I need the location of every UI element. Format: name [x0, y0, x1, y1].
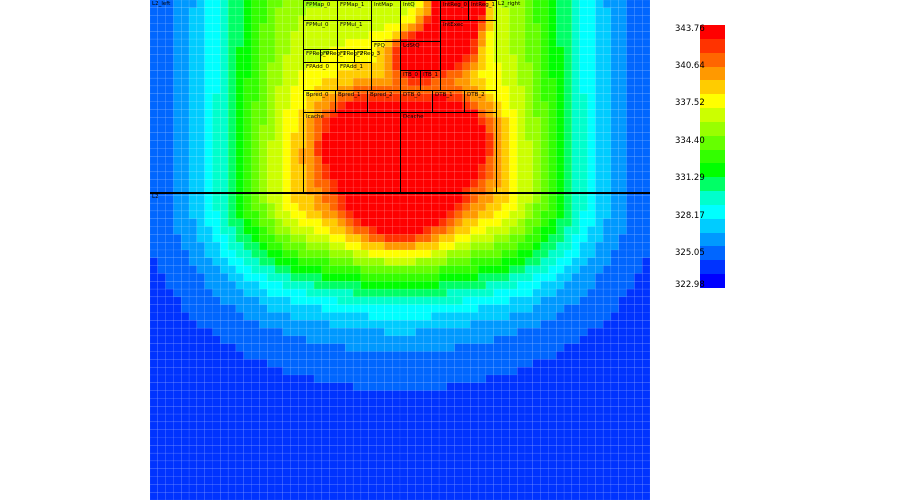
unit-intmap: IntMap [371, 0, 401, 42]
colorbar-band [700, 38, 725, 54]
unit-label: Bpred_2 [370, 92, 393, 98]
unit-itb-0: ITB_0 [400, 70, 421, 91]
unit-label: L2 [152, 194, 159, 200]
unit-dcache: Dcache [400, 112, 497, 193]
unit-label: Bpred_0 [306, 92, 329, 98]
unit-fpmap-0: FPMap_0 [303, 0, 338, 21]
unit-label: FPMul_1 [340, 22, 363, 28]
colorbar-tick: 337.52 [675, 98, 705, 108]
unit-dtb-2: DTB_2 [464, 90, 497, 113]
unit-label: FPMul_0 [306, 22, 329, 28]
unit-intq: IntQ [400, 0, 441, 42]
unit-itb-1: ITB_1 [420, 70, 441, 91]
unit-icache: Icache [303, 112, 401, 193]
unit-label: IntQ [403, 2, 415, 8]
unit-fpmap-1: FPMap_1 [337, 0, 372, 21]
unit-label: FPAdd_1 [340, 64, 364, 70]
unit-fpreg-0: FPReg_0 [303, 49, 329, 63]
colorbar-band [700, 108, 725, 123]
unit-fpmul-1: FPMul_1 [337, 20, 372, 50]
unit-label: IntReg_1 [471, 2, 495, 8]
unit-fpmul-0: FPMul_0 [303, 20, 338, 50]
unit-intreg-1: IntReg_1 [468, 0, 497, 21]
unit-intexec: IntExec [440, 20, 497, 91]
colorbar-tick: 322.98 [675, 280, 705, 290]
unit-label: Bpred_1 [338, 92, 361, 98]
unit-label: IntExec [443, 22, 464, 28]
colorbar-band [700, 149, 725, 164]
colorbar-band [700, 232, 725, 247]
unit-fpadd-1: FPAdd_1 [337, 62, 372, 91]
unit-label: ITB_1 [423, 72, 439, 78]
colorbar-band [700, 121, 725, 137]
unit-fpreg-3: FPReg_3 [354, 49, 380, 63]
unit-fpreg-2: FPReg_2 [337, 49, 363, 63]
unit-intreg-0: IntReg_0 [440, 0, 469, 21]
unit-label: Icache [306, 114, 324, 120]
floorplan-divider [150, 192, 650, 194]
colorbar-tick: 334.40 [675, 136, 705, 146]
unit-label: FPMap_0 [306, 2, 331, 8]
unit-label: DTB_1 [435, 92, 453, 98]
unit-bpred-0: Bpred_0 [303, 90, 336, 113]
unit-label: FPReg_3 [357, 51, 381, 57]
unit-label: L2_left [152, 1, 171, 7]
colorbar-tick: 343.76 [675, 24, 705, 34]
unit-label: FPMap_1 [340, 2, 365, 8]
colorbar-tick: 325.05 [675, 248, 705, 258]
unit-label: DTB_2 [467, 92, 485, 98]
unit-bpred-2: Bpred_2 [367, 90, 401, 113]
unit-dtb-1: DTB_1 [432, 90, 465, 113]
unit-label: DTB_0 [403, 92, 421, 98]
unit-l2: L2 [150, 193, 650, 500]
unit-label: ITB_0 [403, 72, 419, 78]
unit-fpq: FPQ [371, 41, 401, 91]
colorbar-tick: 340.64 [675, 61, 705, 71]
colorbar-band [700, 191, 725, 206]
unit-dtb-0: DTB_0 [400, 90, 433, 113]
unit-ldstq: LdStQ [400, 41, 441, 71]
unit-label: L2_right [498, 1, 521, 7]
colorbar-tick: 331.29 [675, 173, 705, 183]
unit-fpadd-0: FPAdd_0 [303, 62, 338, 91]
thermal-map [150, 0, 650, 500]
unit-bpred-1: Bpred_1 [335, 90, 368, 113]
colorbar-tick: 328.17 [675, 211, 705, 221]
unit-label: IntReg_0 [443, 2, 467, 8]
unit-l2-right: L2_right [496, 0, 650, 192]
unit-label: LdStQ [403, 43, 420, 49]
unit-label: IntMap [374, 2, 393, 8]
unit-l2-left: L2_left [150, 0, 303, 192]
unit-fpreg-1: FPReg_1 [320, 49, 346, 63]
colorbar-band [700, 80, 725, 95]
unit-label: Dcache [403, 114, 424, 120]
unit-label: FPQ [374, 43, 385, 49]
unit-label: FPAdd_0 [306, 64, 330, 70]
colorbar-band [700, 260, 725, 275]
